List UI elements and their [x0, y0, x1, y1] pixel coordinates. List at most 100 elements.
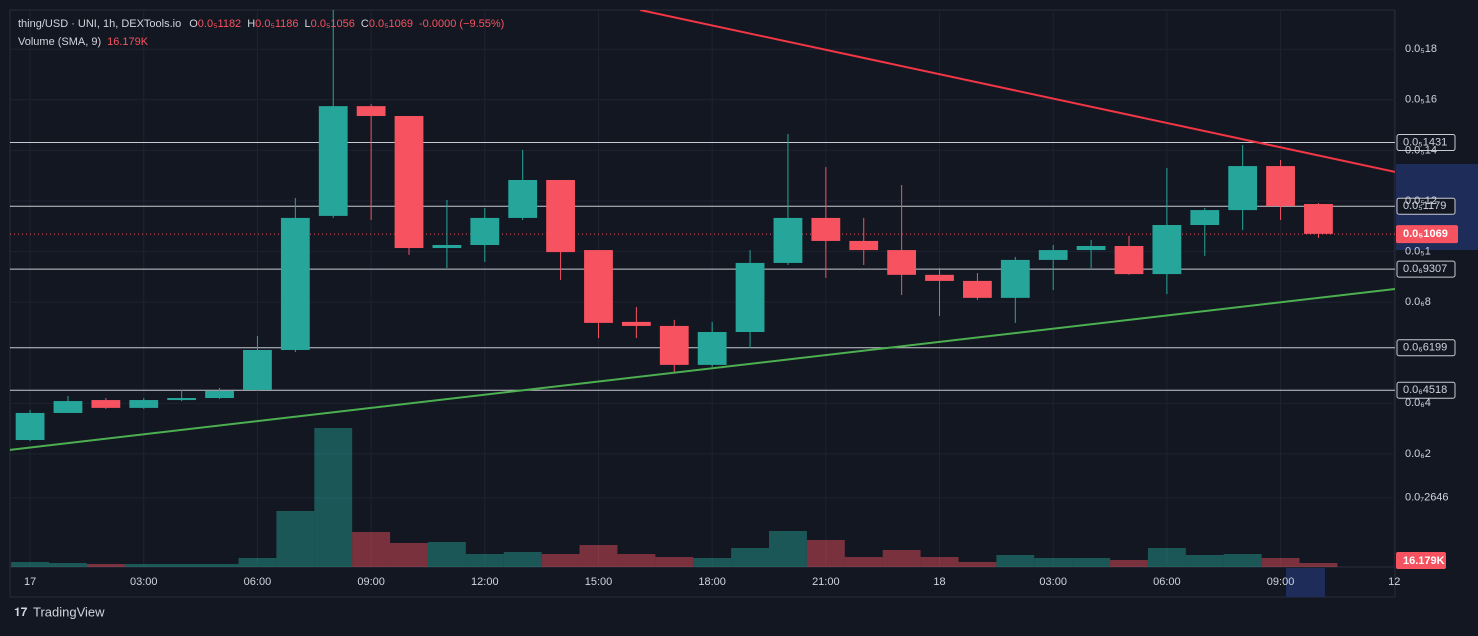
volume-bar: [390, 543, 428, 567]
volume-bar: [617, 554, 656, 567]
volume-bar: [1223, 554, 1262, 567]
volume-bar: [11, 562, 50, 567]
candle-body: [546, 179, 575, 253]
volume-bar: [920, 557, 959, 567]
candle-body: [356, 106, 386, 116]
volume-bar: [162, 564, 201, 567]
candle-body: [1190, 210, 1220, 226]
volume-bar: [200, 564, 239, 567]
volume-bar: [49, 563, 87, 567]
volume-bar: [86, 564, 125, 567]
y-tick-label: 0.0₅16: [1405, 94, 1437, 106]
volume-bar: [1299, 563, 1338, 567]
volume-bar: [844, 557, 883, 567]
ohlc-value: 0.0₅1182: [198, 18, 241, 30]
last-price-label: 0.0₅1069: [1403, 228, 1448, 240]
volume-title-text: Volume (SMA, 9): [18, 36, 101, 48]
ohlc-value: 0.0₅1069: [369, 18, 413, 30]
volume-bar: [124, 564, 163, 567]
candle-body: [584, 250, 613, 323]
y-tick-label: 0.0₅18: [1405, 43, 1437, 55]
candle-body: [925, 274, 954, 281]
grid: [10, 10, 1395, 567]
x-tick-label: 12: [1388, 576, 1400, 588]
volume-title: Volume (SMA, 9) 16.179K: [18, 36, 149, 48]
x-tick-label: 03:00: [130, 576, 158, 588]
x-tick-label: 06:00: [244, 576, 272, 588]
candle-body: [432, 244, 462, 249]
trendline: [639, 10, 1395, 173]
logo: 𝟏𝟕: [14, 605, 28, 619]
candle-body: [811, 217, 841, 241]
level-box: [1396, 381, 1456, 399]
volume-bar: [958, 562, 997, 567]
ohlc-key: C: [361, 18, 369, 30]
candle-body: [621, 321, 651, 326]
x-tick-label: 18: [933, 576, 945, 588]
x-tick-label: 12:00: [471, 576, 499, 588]
axes: 0.0₅180.0₅160.0₅140.0₅120.0₅10.0₆80.0₆40…: [24, 43, 1458, 588]
candle-body: [129, 400, 159, 408]
volume-bar: [1147, 548, 1186, 567]
candle-body: [1152, 225, 1182, 275]
level-label: 0.0₆6199: [1403, 342, 1447, 354]
candle-body: [1114, 246, 1144, 275]
volume-bar: [276, 511, 315, 567]
volume-bar: [1072, 558, 1111, 567]
candle-body: [735, 262, 765, 333]
level-label: 0.0₅1431: [1403, 136, 1447, 148]
volume-bar: [1185, 555, 1224, 567]
y-tick-label: 0.0₅12: [1405, 195, 1437, 207]
level-box: [1396, 134, 1456, 152]
ohlc-key: H: [247, 18, 255, 30]
ohlc-key: O: [189, 18, 198, 30]
x-tick-label: 18:00: [698, 576, 726, 588]
level-box: [1396, 260, 1456, 278]
x-tick-label: 15:00: [585, 576, 613, 588]
candle-body: [1076, 246, 1106, 251]
candle-body: [53, 401, 83, 413]
x-tick-label: 17: [24, 576, 36, 588]
candle-body: [963, 280, 992, 298]
volume-bar: [503, 552, 542, 567]
level-label: 0.0₆9307: [1403, 263, 1447, 275]
y-tick-label: 0.0₆8: [1405, 296, 1431, 308]
x-tick-label: 21:00: [812, 576, 840, 588]
y-tick-label: 0.0₅14: [1405, 144, 1437, 156]
candle-body: [773, 217, 803, 263]
ohlc-value: 0.0₅1056: [311, 18, 355, 30]
candle-body: [280, 217, 310, 350]
volume-bar: [465, 554, 504, 567]
change: -0.0000 (−9.55%): [419, 18, 504, 30]
candle-body: [1228, 166, 1258, 211]
levels: 0.0₅1431 0.0₅1179 0.0₆9307 0.0₆6199 0.0₆4518: [10, 134, 1456, 399]
candle-body: [167, 398, 197, 401]
level-box: [1396, 339, 1456, 357]
candle-body: [1038, 250, 1068, 260]
candle-body: [318, 106, 348, 216]
candle-body: [1000, 259, 1030, 298]
volume-bar: [427, 542, 466, 567]
trendline: [10, 288, 1395, 451]
candles: [15, 10, 1333, 442]
volume-sma: 16.179K: [107, 36, 149, 48]
candle-body: [849, 240, 879, 251]
volume-bar: [1034, 558, 1073, 567]
volume-bar: [769, 531, 807, 567]
volume-bar: [579, 545, 618, 567]
candle-body: [394, 115, 424, 249]
candle-body: [243, 349, 272, 390]
candle-body: [15, 412, 45, 441]
volume-bar: [655, 557, 694, 567]
volume-bar: [806, 540, 845, 567]
title: thing/USD · UNI, 1h, DEXTools.io: [18, 18, 181, 30]
ohlc-key: L: [305, 18, 311, 30]
volume-bar: [541, 554, 580, 567]
candle-body: [91, 400, 121, 408]
level-label: 0.0₆4518: [1403, 384, 1447, 396]
volume-bar: [882, 550, 921, 567]
brand: TradingView: [33, 604, 105, 619]
y-tick-label: 0.0₇2646: [1405, 492, 1449, 504]
